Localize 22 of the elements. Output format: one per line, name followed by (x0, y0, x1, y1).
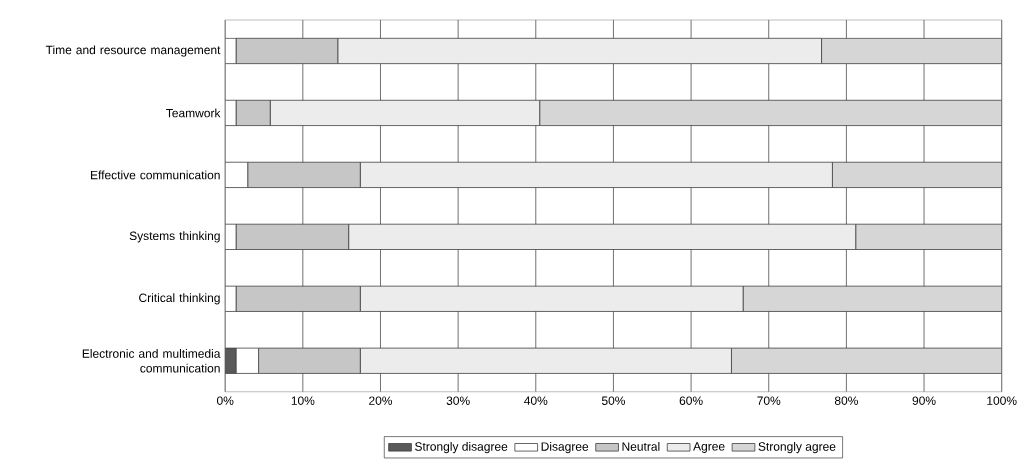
legend-label: Disagree (541, 441, 589, 453)
y-tick-label: Teamwork (166, 108, 221, 118)
legend-label: Neutral (622, 441, 660, 451)
y-tick-label: Effective communication (91, 170, 220, 180)
x-tick-label: 60% (679, 396, 703, 405)
x-tick-label: 20% (369, 396, 393, 405)
x-tick-label: 10% (291, 396, 315, 405)
x-tick-label: 40% (524, 396, 548, 405)
x-tick-label: 0% (216, 396, 234, 405)
x-tick-label: 100% (987, 396, 1017, 405)
x-tick-label: 30% (446, 396, 470, 405)
y-tick-label: Time and resource management (45, 45, 221, 57)
legend-label: Strongly agree (758, 441, 836, 453)
legend-label: Strongly disagree (415, 441, 508, 453)
x-tick-label: 90% (912, 396, 936, 405)
x-tick-label: 80% (834, 396, 858, 405)
x-tick-label: 50% (601, 396, 626, 405)
legend-label: Agree (693, 442, 725, 453)
y-tick-label: Electronic and multimedia communication (82, 348, 221, 373)
y-tick-label: Systems thinking (129, 231, 220, 243)
x-tick-label: 70% (757, 396, 781, 405)
y-tick-label: Critical thinking (139, 293, 220, 305)
